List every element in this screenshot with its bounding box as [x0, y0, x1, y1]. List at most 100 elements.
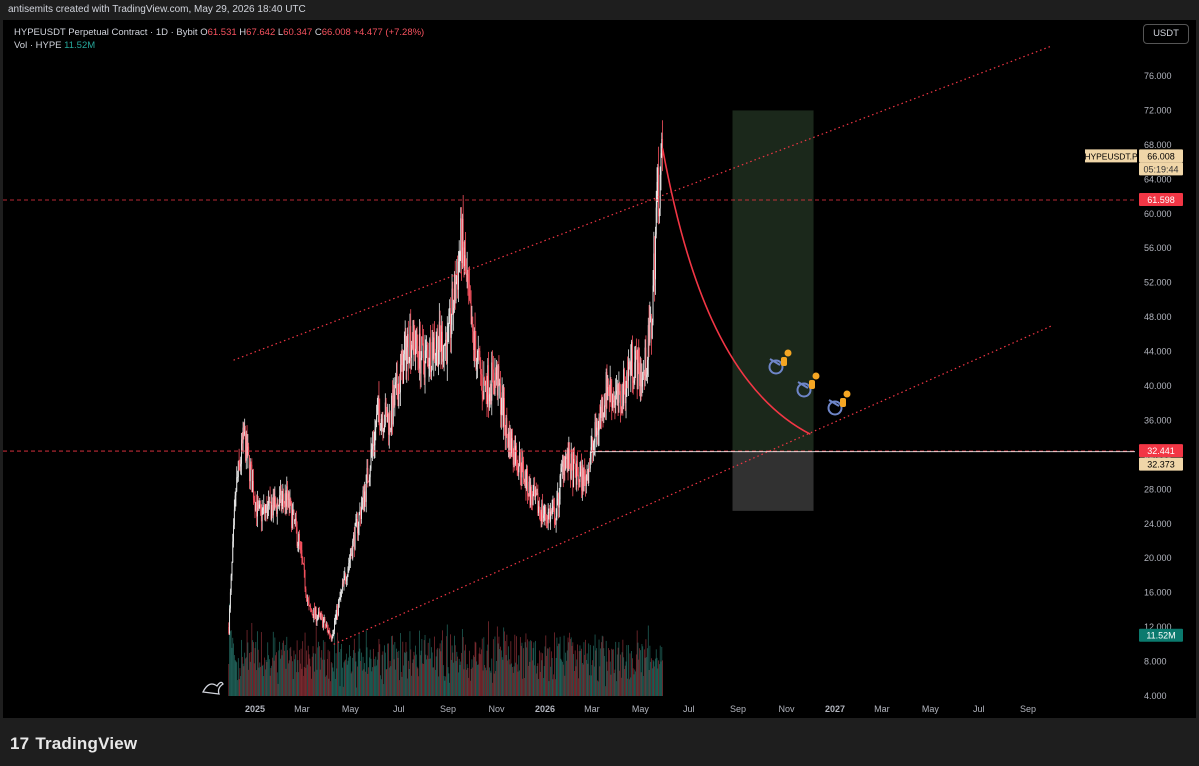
volume-bar [303, 666, 305, 696]
candle-body [490, 393, 492, 401]
volume-bar [655, 658, 656, 696]
candle-body [232, 541, 234, 562]
volume-bar [618, 642, 620, 696]
candle-body [493, 386, 495, 395]
volume-bar [251, 622, 253, 696]
candle-body [260, 504, 262, 508]
candle-body [347, 568, 349, 577]
time-tick-label: Jul [973, 704, 985, 714]
volume-bar [299, 650, 300, 696]
target-zone-upper[interactable] [732, 110, 814, 452]
candle-body [541, 503, 543, 521]
candle-body [462, 218, 464, 248]
handle-shape [828, 399, 840, 407]
volume-bar [589, 675, 590, 696]
volume-bar [628, 645, 629, 696]
target-zone-lower[interactable] [732, 451, 814, 511]
candle-body [287, 493, 289, 500]
candle-body [385, 402, 387, 411]
candle-body [249, 464, 251, 482]
volume-bar [573, 671, 575, 696]
volume-bar [246, 630, 248, 696]
chart-frame[interactable]: 76.000 72.000 68.000 64.000 60.000 56.000 52.0… [3, 20, 1196, 718]
candle-body [396, 374, 398, 394]
channel-lower-line[interactable] [333, 325, 1053, 645]
candle-body [380, 429, 381, 430]
candle-body [432, 342, 434, 359]
volume-bar [407, 660, 409, 696]
candle-body [426, 345, 428, 346]
volume-bar [330, 681, 331, 696]
volume-bar [602, 636, 604, 696]
volume-bar [359, 648, 361, 696]
volume-bar [658, 660, 660, 696]
volume-bar [613, 673, 615, 696]
volume-bar [583, 642, 585, 696]
volume-bar [646, 657, 648, 696]
candle-body [427, 349, 429, 367]
volume-bar [566, 650, 568, 696]
price-chart[interactable]: 76.000 72.000 68.000 64.000 60.000 56.000 52.0… [3, 20, 1196, 718]
candle-body [608, 393, 610, 397]
candle-body [529, 481, 531, 506]
candle-body [628, 362, 630, 367]
candle-body [461, 218, 463, 264]
volume-bar [368, 667, 370, 696]
projection-curve[interactable] [661, 148, 811, 435]
volume-bar [411, 675, 412, 696]
time-tick-label: 2027 [825, 704, 845, 714]
candle-body [546, 518, 548, 524]
candle-body [372, 443, 374, 450]
candle-body [448, 313, 450, 327]
candle-body [627, 372, 629, 381]
symbol-title[interactable]: HYPEUSDT Perpetual Contract · 1D · Bybit [14, 27, 198, 38]
candle-body [318, 611, 320, 617]
volume-label[interactable]: Vol · HYPE [14, 40, 62, 51]
volume-bar [245, 658, 246, 696]
volume-bar [549, 647, 551, 696]
volume-bar [277, 683, 279, 696]
candle-body [269, 496, 271, 503]
volume-bar [276, 672, 278, 696]
candle-body [389, 413, 391, 430]
wheel-shape [768, 359, 784, 375]
volume-bar [488, 667, 490, 696]
candle-body [373, 445, 375, 447]
volume-bar [293, 650, 295, 696]
candle-body [434, 337, 436, 356]
close-label: C [314, 27, 322, 38]
candle-body [523, 479, 525, 483]
wheelchair-icon [768, 349, 792, 375]
candle-body [398, 382, 400, 407]
volume-bar [406, 651, 408, 696]
volume-bar [558, 643, 559, 696]
volume-bar [268, 659, 270, 696]
candle-body [615, 394, 617, 406]
volume-bar [398, 650, 400, 696]
volume-bar [336, 668, 338, 696]
candle-body [318, 611, 320, 614]
tradingview-brand[interactable]: 17 TradingView [10, 734, 137, 754]
candle-body [619, 382, 621, 392]
candle-body [577, 460, 579, 475]
volume-bar [335, 653, 337, 696]
candle-body [296, 527, 298, 546]
candle-body [359, 510, 361, 514]
volume-bar [580, 650, 582, 696]
candle-body [569, 448, 571, 469]
channel-upper-line[interactable] [233, 45, 1053, 361]
volume-axis-label: 11.52M [1146, 631, 1175, 641]
candle-body [518, 465, 520, 473]
volume-bar [647, 625, 649, 696]
volume-bar [551, 657, 553, 696]
candle-body [268, 496, 270, 502]
candle-body [508, 432, 509, 448]
candle-body [578, 481, 580, 483]
price-tick-label: 20.000 [1144, 553, 1172, 563]
candle-body [602, 398, 604, 418]
volume-bar [234, 659, 236, 696]
volume-bar [357, 651, 359, 696]
volume-bar [492, 639, 494, 696]
volume-bar [229, 603, 230, 696]
currency-button[interactable]: USDT [1143, 24, 1189, 44]
